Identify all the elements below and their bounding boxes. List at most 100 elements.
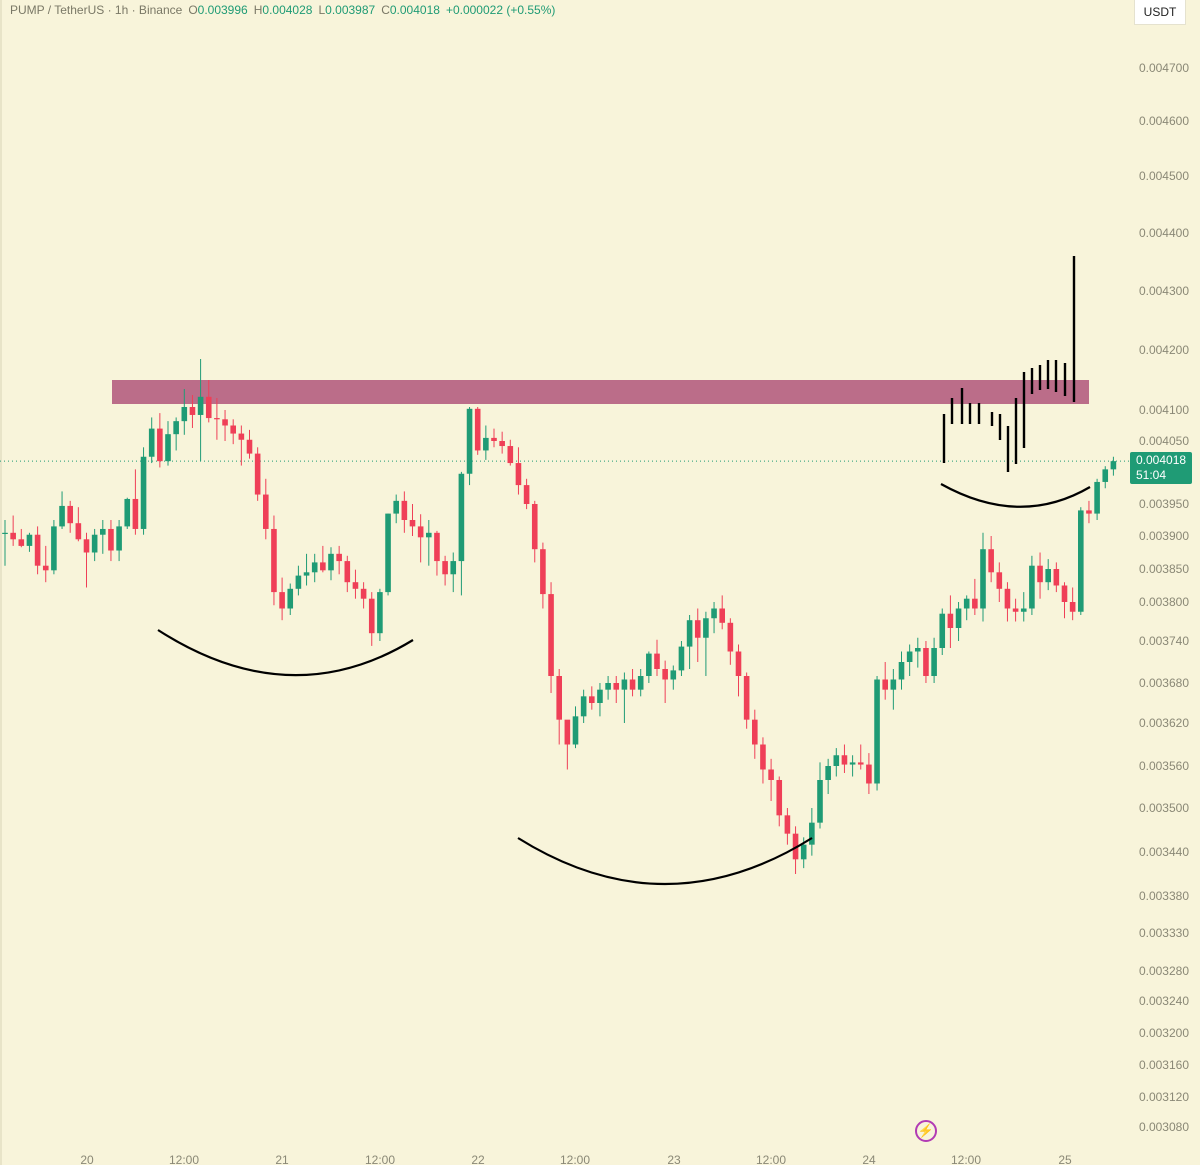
candle[interactable] [311, 553, 318, 583]
candle[interactable] [1029, 555, 1035, 615]
candle[interactable] [466, 407, 473, 486]
candle[interactable] [939, 608, 946, 656]
candle[interactable] [303, 553, 310, 586]
candle[interactable] [572, 706, 579, 749]
candle[interactable] [646, 651, 652, 684]
candle[interactable] [841, 744, 848, 774]
candle[interactable] [1037, 552, 1043, 599]
candle[interactable] [915, 637, 921, 668]
candle[interactable] [271, 515, 277, 606]
candle[interactable] [238, 425, 245, 466]
candle[interactable] [972, 578, 978, 615]
candle[interactable] [83, 532, 90, 588]
candle[interactable] [580, 689, 587, 723]
candle[interactable] [515, 447, 522, 495]
candle[interactable] [637, 669, 644, 697]
candle[interactable] [662, 660, 668, 703]
candle[interactable] [882, 662, 888, 700]
candle[interactable] [157, 413, 163, 468]
candle[interactable] [124, 497, 131, 529]
candle[interactable] [287, 583, 294, 615]
candle[interactable] [597, 683, 603, 717]
candle[interactable] [360, 582, 367, 609]
candle[interactable] [197, 359, 204, 462]
candle[interactable] [499, 431, 505, 454]
candle[interactable] [947, 595, 954, 648]
candle[interactable] [963, 595, 970, 621]
symbol-label[interactable]: PUMP / TetherUS · 1h · Binance [10, 3, 183, 17]
candle[interactable] [735, 644, 742, 697]
candle[interactable] [148, 417, 155, 464]
candle[interactable] [1069, 587, 1076, 621]
candle[interactable] [556, 669, 562, 745]
candle[interactable] [686, 615, 693, 669]
candle[interactable] [654, 639, 660, 676]
candle[interactable] [75, 507, 82, 542]
candle[interactable] [279, 577, 285, 621]
candle[interactable] [768, 758, 774, 801]
candle[interactable] [1053, 562, 1060, 593]
candle[interactable] [890, 669, 897, 710]
candle[interactable] [613, 676, 620, 703]
candle[interactable] [564, 719, 571, 770]
candle[interactable] [401, 491, 408, 533]
candle[interactable] [711, 602, 717, 634]
candle[interactable] [857, 744, 864, 770]
candle[interactable] [694, 608, 701, 663]
candle[interactable] [189, 395, 196, 428]
currency-button[interactable]: USDT [1134, 0, 1186, 25]
candle[interactable] [817, 762, 823, 829]
candle[interactable] [833, 748, 840, 777]
candle[interactable] [605, 676, 611, 700]
candle[interactable] [727, 618, 734, 665]
candle[interactable] [320, 545, 326, 573]
candle[interactable] [988, 536, 994, 583]
candle[interactable] [230, 419, 236, 445]
candle[interactable] [1045, 559, 1051, 591]
candle[interactable] [874, 676, 880, 791]
candle[interactable] [548, 582, 554, 693]
candle[interactable] [809, 808, 815, 856]
candle[interactable] [352, 569, 359, 599]
candle[interactable] [450, 552, 457, 593]
candle[interactable] [458, 471, 465, 596]
candle[interactable] [409, 504, 416, 536]
candle[interactable] [336, 545, 342, 575]
candle[interactable] [344, 555, 351, 593]
candle[interactable] [254, 447, 261, 501]
candle[interactable] [1110, 456, 1117, 476]
candle[interactable] [59, 491, 65, 529]
candle[interactable] [295, 565, 302, 596]
candle[interactable] [507, 439, 514, 466]
candle[interactable] [931, 637, 937, 683]
candle[interactable] [10, 515, 16, 546]
candle[interactable] [34, 526, 41, 575]
candle[interactable] [760, 737, 766, 784]
candle[interactable] [222, 410, 228, 441]
candle[interactable] [670, 665, 677, 690]
candle[interactable] [140, 447, 147, 535]
candle[interactable] [368, 592, 375, 646]
candle[interactable] [540, 542, 546, 609]
candle[interactable] [491, 428, 497, 448]
candle[interactable] [132, 469, 139, 535]
candle[interactable] [906, 644, 913, 677]
candle[interactable] [678, 641, 685, 676]
candle[interactable] [173, 417, 179, 451]
candle[interactable] [703, 611, 709, 676]
candle[interactable] [108, 520, 114, 562]
candle[interactable] [1004, 582, 1011, 622]
candle[interactable] [214, 398, 220, 440]
candle[interactable] [523, 478, 530, 510]
candle[interactable] [752, 709, 758, 759]
candle[interactable] [531, 500, 538, 563]
candle[interactable] [589, 686, 595, 710]
candle[interactable] [955, 602, 962, 641]
candle[interactable] [42, 545, 49, 583]
candle[interactable] [165, 421, 171, 466]
candle[interactable] [629, 669, 636, 697]
candle[interactable] [849, 755, 856, 777]
candle[interactable] [776, 776, 783, 827]
candle[interactable] [393, 494, 399, 524]
candle[interactable] [116, 520, 122, 562]
